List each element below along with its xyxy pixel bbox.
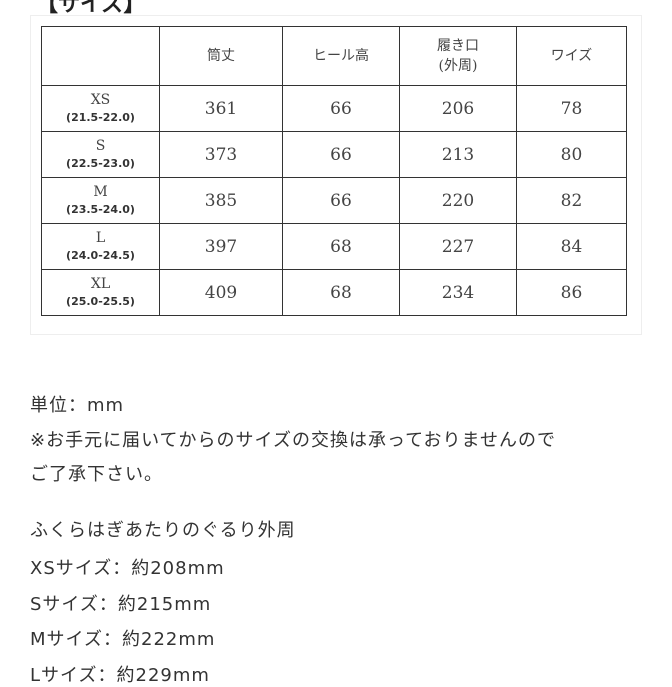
value-cell: 385 [159, 177, 283, 224]
size-name: M [93, 183, 108, 200]
value-cell: 66 [282, 131, 400, 178]
value-cell: 86 [516, 269, 627, 316]
heading: 【サイズ】 [36, 0, 146, 17]
value-cell: 84 [516, 223, 627, 270]
size-name: XS [90, 91, 111, 108]
header-cell: ヒール高 [282, 26, 400, 86]
size-range: (23.5-24.0) [66, 202, 135, 216]
size-row: M (23.5-24.0) 385 66 220 82 [41, 177, 627, 224]
size-cell: XL (25.0-25.5) [41, 269, 160, 316]
size-cell: L (24.0-24.5) [41, 223, 160, 270]
size-row: S (22.5-23.0) 373 66 213 80 [41, 131, 627, 178]
size-cell: S (22.5-23.0) [41, 131, 160, 178]
size-cell: M (23.5-24.0) [41, 177, 160, 224]
header-cell: 筒丈 [159, 26, 283, 86]
value-cell: 66 [282, 177, 400, 224]
header-cell [41, 26, 160, 86]
size-row: XS (21.5-22.0) 361 66 206 78 [41, 85, 627, 132]
value-cell: 227 [399, 223, 517, 270]
page: 【サイズ】 筒丈 ヒール高 履き口 (外周) ワイズ XS (21.5-22.0) 361 6… [30, 0, 642, 686]
note-line: 単位：mm [30, 395, 125, 416]
measure-title: ふくらはぎあたりのぐるり外周 [30, 520, 296, 541]
value-cell: 213 [399, 131, 517, 178]
value-cell: 82 [516, 177, 627, 224]
size-table-image: 筒丈 ヒール高 履き口 (外周) ワイズ XS (21.5-22.0) 361 66 206 78… [30, 15, 642, 335]
size-range: (22.5-23.0) [66, 156, 135, 170]
size-cell: XS (21.5-22.0) [41, 85, 160, 132]
size-row: XL (25.0-25.5) 409 68 234 86 [41, 269, 627, 316]
measure-line: Mサイズ：約222mm [30, 629, 216, 650]
value-cell: 361 [159, 85, 283, 132]
measure-line: Lサイズ：約229mm [30, 664, 210, 686]
value-cell: 68 [282, 223, 400, 270]
size-name: L [95, 229, 106, 246]
size-row: L (24.0-24.5) 397 68 227 84 [41, 223, 627, 270]
value-cell: 373 [159, 131, 283, 178]
value-cell: 68 [282, 269, 400, 316]
value-cell: 409 [159, 269, 283, 316]
value-cell: 220 [399, 177, 517, 224]
size-name: S [95, 137, 106, 154]
value-cell: 397 [159, 223, 283, 270]
header-cell: ワイズ [516, 26, 627, 86]
size-range: (25.0-25.5) [66, 294, 135, 308]
measure-line: Sサイズ：約215mm [30, 593, 212, 615]
size-range: (24.0-24.5) [66, 248, 135, 262]
size-table: 筒丈 ヒール高 履き口 (外周) ワイズ XS (21.5-22.0) 361 66 206 78… [41, 26, 627, 316]
header-row: 筒丈 ヒール高 履き口 (外周) ワイズ [41, 26, 627, 86]
value-cell: 206 [399, 85, 517, 132]
size-range: (21.5-22.0) [66, 110, 135, 124]
note-line: ※お手元に届いてからのサイズの交換は承っておりませんので [30, 430, 557, 451]
value-cell: 80 [516, 131, 627, 178]
note-line: ご了承下さい。 [30, 464, 163, 485]
header-cell: 履き口 (外周) [399, 26, 517, 86]
size-name: XL [90, 275, 111, 292]
value-cell: 78 [516, 85, 627, 132]
value-cell: 66 [282, 85, 400, 132]
value-cell: 234 [399, 269, 517, 316]
measure-line: XSサイズ：約208mm [30, 558, 225, 579]
